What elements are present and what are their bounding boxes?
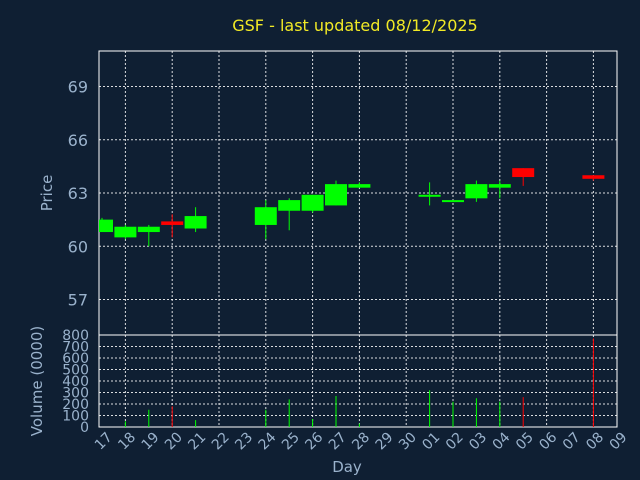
candles-group (99, 168, 605, 247)
candle-body (99, 219, 113, 233)
day-tick-label: 30 (396, 429, 420, 453)
candle-body (254, 207, 277, 225)
chart-title: GSF - last updated 08/12/2025 (232, 16, 477, 35)
day-tick-label: 23 (232, 429, 256, 453)
day-tick-label: 28 (349, 429, 373, 453)
volume-tick-label: 400 (62, 374, 89, 390)
price-tick-label: 57 (68, 291, 88, 310)
day-tick-label: 07 (560, 429, 584, 453)
day-tick-label: 22 (209, 429, 233, 453)
day-tick-label: 25 (279, 429, 303, 453)
day-tick-label: 01 (419, 429, 443, 453)
price-tick-labels: 57 60 63 66 69 (68, 78, 88, 310)
day-tick-label: 20 (162, 429, 186, 453)
day-tick-label: 27 (326, 429, 350, 453)
day-tick-label: 04 (490, 429, 514, 453)
volume-tick-label: 500 (62, 363, 89, 379)
day-tick-label: 26 (302, 429, 326, 453)
day-tick-labels: 17 18 19 20 21 22 23 24 25 26 27 28 29 30 01 02 03 04 05 06… (92, 429, 631, 453)
day-tick-label: 05 (513, 429, 537, 453)
price-tick-label: 63 (68, 184, 88, 203)
price-axis-label: Price (38, 175, 56, 212)
candle-body (512, 168, 535, 178)
day-tick-label: 19 (139, 429, 163, 453)
candle-body (184, 216, 207, 229)
candle-body (325, 184, 347, 206)
day-tick-label: 09 (607, 429, 631, 453)
volume-tick-label: 300 (62, 386, 89, 402)
volume-tick-label: 700 (62, 340, 89, 356)
grid-lines (99, 51, 617, 427)
volume-tick-label: 0 (80, 420, 89, 436)
volume-bars-group (124, 338, 594, 427)
day-tick-label: 21 (185, 429, 209, 453)
x-axis-label: Day (332, 458, 362, 476)
day-tick-label: 08 (583, 429, 607, 453)
day-tick-label: 06 (536, 429, 560, 453)
volume-tick-label: 200 (62, 397, 89, 413)
volume-tick-label: 100 (62, 409, 89, 425)
price-tick-label: 69 (68, 78, 88, 97)
volume-axis-label: Volume (0000) (28, 326, 46, 436)
day-tick-label: 17 (92, 429, 116, 453)
candle-body (418, 194, 441, 197)
price-tick-label: 60 (68, 237, 88, 256)
day-tick-label: 03 (466, 429, 490, 453)
candle-body (348, 184, 371, 188)
day-tick-label: 02 (443, 429, 467, 453)
volume-tick-label: 600 (62, 351, 89, 367)
price-tick-label: 66 (68, 131, 88, 150)
candle-body (488, 184, 511, 188)
day-tick-label: 24 (256, 429, 280, 453)
candle-body (582, 175, 605, 179)
candle-body (161, 221, 184, 225)
day-tick-label: 29 (373, 429, 397, 453)
candle-body (114, 226, 137, 238)
candle-body (301, 194, 324, 211)
candle-body (278, 200, 301, 211)
candle-body (442, 200, 464, 203)
candle-body (137, 226, 160, 233)
volume-tick-label: 800 (62, 328, 89, 344)
candle-body (465, 184, 488, 199)
day-tick-label: 18 (115, 429, 139, 453)
